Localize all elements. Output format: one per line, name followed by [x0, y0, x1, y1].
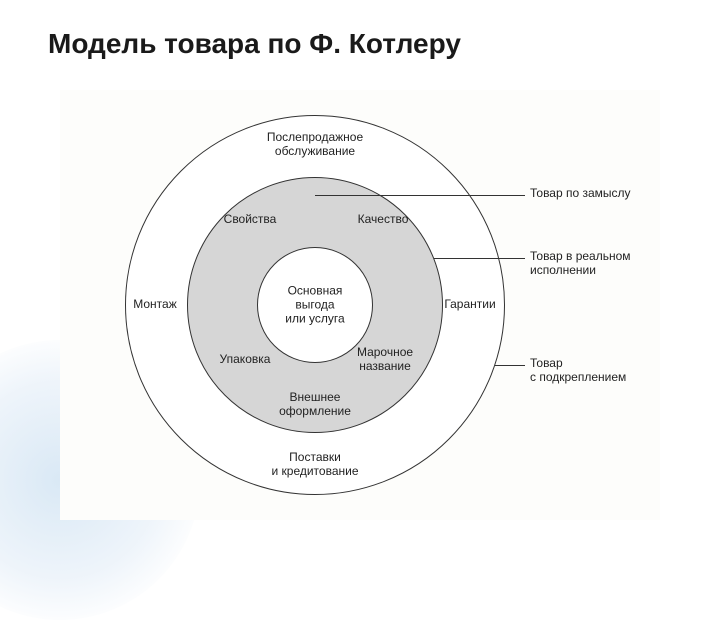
external-label-2: Товар с подкреплением — [530, 357, 626, 385]
outer-left-label: Монтаж — [133, 298, 177, 312]
outer-bottom-label: Поставки и кредитование — [271, 451, 358, 479]
leader-line-0 — [315, 195, 525, 196]
center-label: Основная выгода или услуга — [285, 284, 344, 325]
leader-line-2 — [495, 365, 525, 366]
mid-bottom-right-label: Марочное название — [357, 346, 413, 374]
mid-top-left-label: Свойства — [224, 213, 277, 227]
mid-top-right-label: Качество — [358, 213, 409, 227]
mid-bottom-label: Внешнее оформление — [279, 391, 351, 419]
external-label-1: Товар в реальном исполнении — [530, 250, 631, 278]
page-title: Модель товара по Ф. Котлеру — [48, 28, 461, 60]
leader-line-1 — [434, 258, 525, 259]
kotler-diagram: Основная выгода или услуга Послепродажное… — [60, 90, 660, 520]
mid-bottom-left-label: Упаковка — [220, 353, 271, 367]
outer-right-label: Гарантии — [444, 298, 495, 312]
external-label-0: Товар по замыслу — [530, 187, 631, 201]
outer-top-label: Послепродажное обслуживание — [267, 131, 363, 159]
